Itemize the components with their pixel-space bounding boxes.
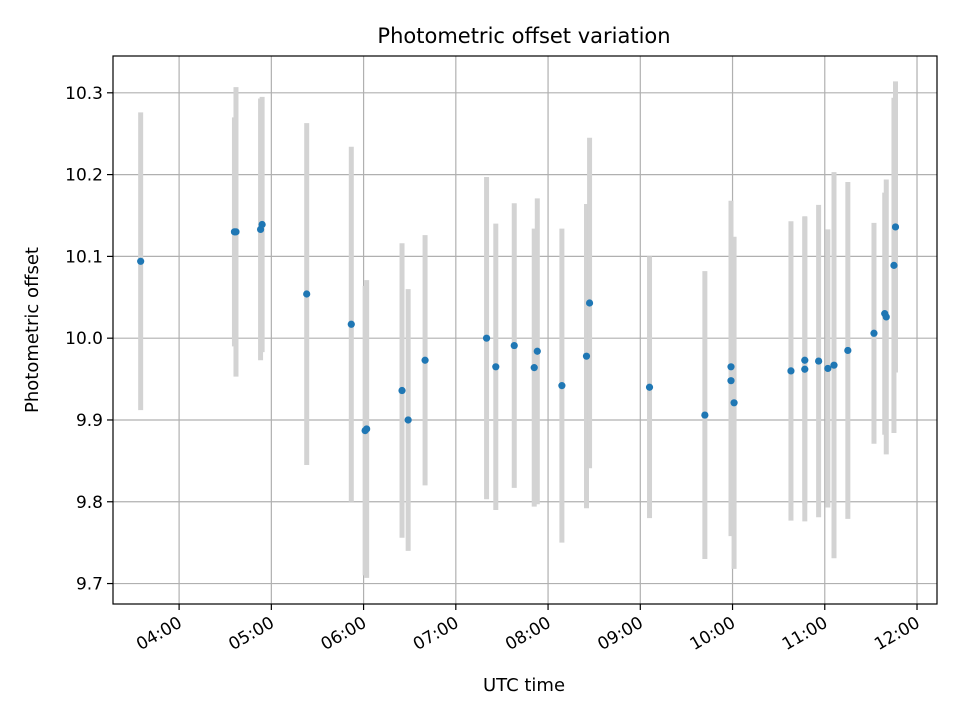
- data-point: [404, 416, 412, 424]
- y-tick-label: 10.0: [65, 329, 103, 349]
- data-point: [347, 320, 355, 328]
- data-point: [882, 313, 890, 321]
- data-point: [870, 329, 878, 337]
- data-point: [727, 363, 735, 371]
- y-tick-label: 9.8: [76, 493, 103, 513]
- data-point: [582, 352, 591, 360]
- data-point: [533, 347, 541, 355]
- data-point: [890, 261, 898, 269]
- data-point: [258, 220, 266, 229]
- grid: [113, 56, 937, 604]
- data-point: [303, 290, 311, 298]
- data-point: [482, 334, 491, 342]
- data-point: [824, 364, 832, 373]
- data-point: [727, 377, 735, 385]
- data-point: [801, 356, 809, 364]
- data-point: [844, 346, 852, 355]
- y-tick-label: 10.3: [65, 84, 103, 104]
- data-point: [830, 361, 838, 369]
- y-tick-label: 10.1: [65, 247, 103, 267]
- y-tick-label: 10.2: [65, 166, 103, 186]
- data-point: [787, 367, 795, 375]
- data-point: [585, 299, 594, 307]
- data-point: [891, 223, 900, 231]
- data-point: [530, 364, 538, 372]
- y-axis-ticks: 9.7 9.8 9.9 10.0 10.1 10.2 10.3: [65, 84, 113, 595]
- chart-title: Photometric offset variation: [377, 24, 670, 48]
- data-points: [137, 220, 900, 435]
- data-point: [645, 383, 654, 391]
- data-point: [398, 386, 406, 395]
- data-point: [137, 257, 145, 265]
- plot-frame: [112, 55, 938, 605]
- x-axis-label: UTC time: [483, 675, 565, 696]
- y-axis-label: Photometric offset: [22, 247, 43, 413]
- data-point: [421, 356, 429, 364]
- data-point: [730, 399, 738, 407]
- y-tick-label: 9.7: [76, 575, 103, 595]
- data-point: [510, 341, 518, 350]
- data-point: [815, 357, 823, 365]
- data-point: [232, 228, 240, 236]
- data-point: [558, 382, 566, 390]
- data-point: [492, 363, 500, 371]
- data-point: [363, 425, 371, 433]
- y-tick-label: 9.9: [76, 411, 103, 431]
- data-point: [801, 365, 809, 373]
- data-point: [701, 411, 709, 419]
